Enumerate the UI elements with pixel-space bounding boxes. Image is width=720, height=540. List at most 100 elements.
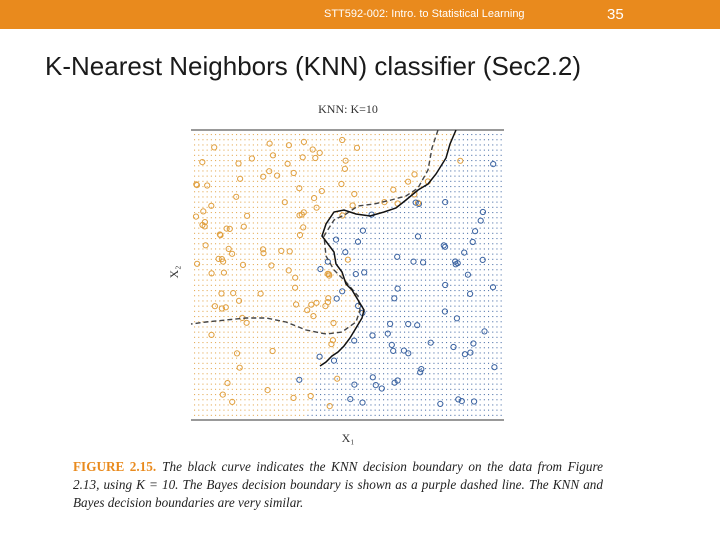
- data-point: [217, 232, 224, 239]
- data-point: [405, 350, 412, 357]
- data-point: [400, 347, 407, 354]
- data-point: [351, 381, 358, 388]
- data-point: [299, 154, 306, 161]
- data-point: [286, 248, 293, 255]
- data-point: [394, 253, 401, 260]
- data-point: [225, 245, 232, 252]
- data-point: [300, 138, 307, 146]
- data-point: [349, 202, 356, 209]
- data-point: [235, 297, 243, 304]
- data-point: [268, 262, 275, 269]
- data-point: [427, 339, 434, 346]
- data-point: [390, 347, 397, 354]
- data-point: [391, 295, 398, 302]
- course-title: STT592-002: Intro. to Statistical Learni…: [324, 8, 525, 20]
- data-point: [418, 366, 425, 373]
- data-point: [211, 144, 218, 151]
- data-point: [414, 233, 422, 240]
- data-point: [229, 250, 236, 257]
- data-point: [384, 330, 391, 337]
- data-point: [442, 199, 449, 206]
- data-point: [218, 290, 225, 297]
- data-point: [193, 182, 200, 189]
- data-point: [458, 398, 465, 405]
- data-point: [325, 295, 332, 302]
- data-point: [269, 347, 276, 355]
- data-point: [244, 212, 251, 219]
- data-point: [481, 328, 488, 335]
- data-point: [347, 396, 354, 403]
- data-point: [226, 225, 233, 232]
- data-point: [309, 146, 316, 153]
- data-point: [339, 212, 346, 219]
- data-point: [461, 351, 468, 358]
- data-point: [344, 256, 351, 263]
- data-point: [316, 149, 323, 157]
- data-point: [381, 199, 388, 206]
- data-point: [202, 242, 209, 249]
- data-point: [353, 144, 361, 151]
- data-point: [274, 172, 281, 179]
- data-point: [284, 160, 291, 167]
- data-point: [237, 175, 244, 182]
- data-point: [334, 375, 341, 382]
- data-point: [387, 320, 394, 327]
- data-point: [394, 285, 401, 292]
- data-point: [308, 301, 315, 308]
- data-point: [394, 377, 401, 384]
- data-point: [328, 341, 335, 348]
- data-point: [479, 208, 486, 216]
- data-point: [313, 204, 320, 211]
- data-point: [442, 281, 449, 289]
- plot-title: KNN: K=10: [318, 102, 378, 116]
- data-point: [292, 284, 299, 291]
- data-point: [415, 200, 422, 208]
- data-point: [257, 290, 264, 297]
- data-point: [470, 340, 477, 347]
- data-point: [325, 271, 332, 278]
- data-point: [296, 185, 303, 192]
- knn-plot: KNN: K=10 X₁ X₂: [166, 100, 510, 450]
- data-point: [369, 332, 376, 339]
- data-point: [455, 396, 462, 403]
- data-point: [414, 322, 421, 329]
- data-point: [414, 199, 422, 207]
- data-point: [218, 256, 226, 263]
- data-point: [491, 364, 498, 371]
- data-point: [304, 307, 311, 314]
- data-point: [201, 223, 208, 230]
- data-point: [342, 157, 349, 164]
- data-point: [239, 261, 247, 268]
- data-point: [318, 188, 325, 195]
- data-point: [229, 398, 236, 405]
- data-point: [307, 392, 314, 400]
- data-point: [224, 380, 231, 387]
- caption-text: The black curve indicates the KNN decisi…: [73, 459, 603, 510]
- data-point: [311, 195, 318, 202]
- data-point: [292, 274, 299, 281]
- figure-caption: FIGURE 2.15. The black curve indicates th…: [73, 458, 603, 512]
- data-point: [243, 319, 250, 326]
- data-point: [440, 242, 447, 249]
- data-point: [300, 224, 307, 231]
- data-point: [467, 290, 474, 297]
- data-point: [281, 199, 288, 206]
- data-point: [450, 343, 457, 351]
- data-point: [322, 303, 329, 310]
- data-point: [259, 246, 267, 253]
- data-point: [388, 341, 395, 348]
- data-point: [333, 295, 340, 302]
- data-point: [359, 227, 366, 234]
- data-point: [233, 193, 240, 200]
- data-point: [235, 160, 242, 167]
- data-point: [298, 211, 305, 218]
- header-bar: STT592-002: Intro. to Statistical Learni…: [0, 0, 720, 29]
- data-point: [216, 231, 224, 238]
- data-point: [410, 258, 417, 265]
- data-point: [285, 267, 292, 274]
- slide-title: K-Nearest Neighbors (KNN) classifier (Se…: [45, 51, 582, 81]
- data-point: [269, 152, 277, 159]
- data-point: [477, 217, 484, 224]
- data-point: [489, 284, 497, 291]
- data-point: [372, 382, 379, 389]
